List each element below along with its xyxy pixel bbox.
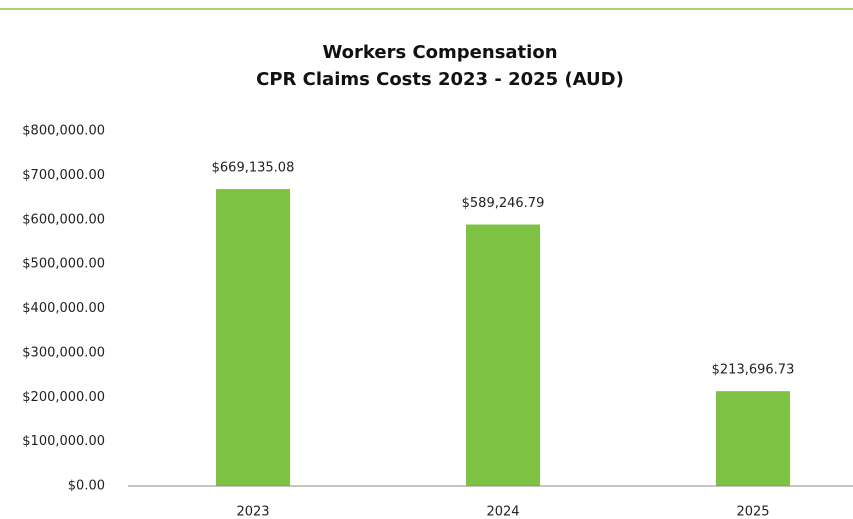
y-tick-label: $600,000.00 bbox=[22, 212, 105, 227]
y-tick-label: $700,000.00 bbox=[22, 168, 105, 183]
y-tick-label: $400,000.00 bbox=[22, 301, 105, 316]
y-tick-label: $100,000.00 bbox=[22, 434, 105, 449]
bar bbox=[466, 224, 540, 487]
chart-title: Workers Compensation bbox=[322, 42, 557, 63]
x-tick-label: 2024 bbox=[486, 505, 519, 519]
y-tick-label: $800,000.00 bbox=[22, 124, 105, 139]
y-tick-label: $300,000.00 bbox=[22, 345, 105, 360]
value-label: $669,135.08 bbox=[212, 161, 295, 176]
x-tick-label: 2023 bbox=[236, 505, 269, 519]
bar bbox=[216, 189, 290, 487]
value-label: $213,696.73 bbox=[712, 363, 795, 378]
y-tick-label: $200,000.00 bbox=[22, 390, 105, 405]
x-tick-label: 2025 bbox=[736, 505, 769, 519]
y-tick-label: $500,000.00 bbox=[22, 257, 105, 272]
y-tick-label: $0.00 bbox=[68, 479, 105, 494]
chart-subtitle: CPR Claims Costs 2023 - 2025 (AUD) bbox=[256, 69, 624, 90]
value-label: $589,246.79 bbox=[462, 196, 545, 211]
bar bbox=[716, 391, 790, 486]
